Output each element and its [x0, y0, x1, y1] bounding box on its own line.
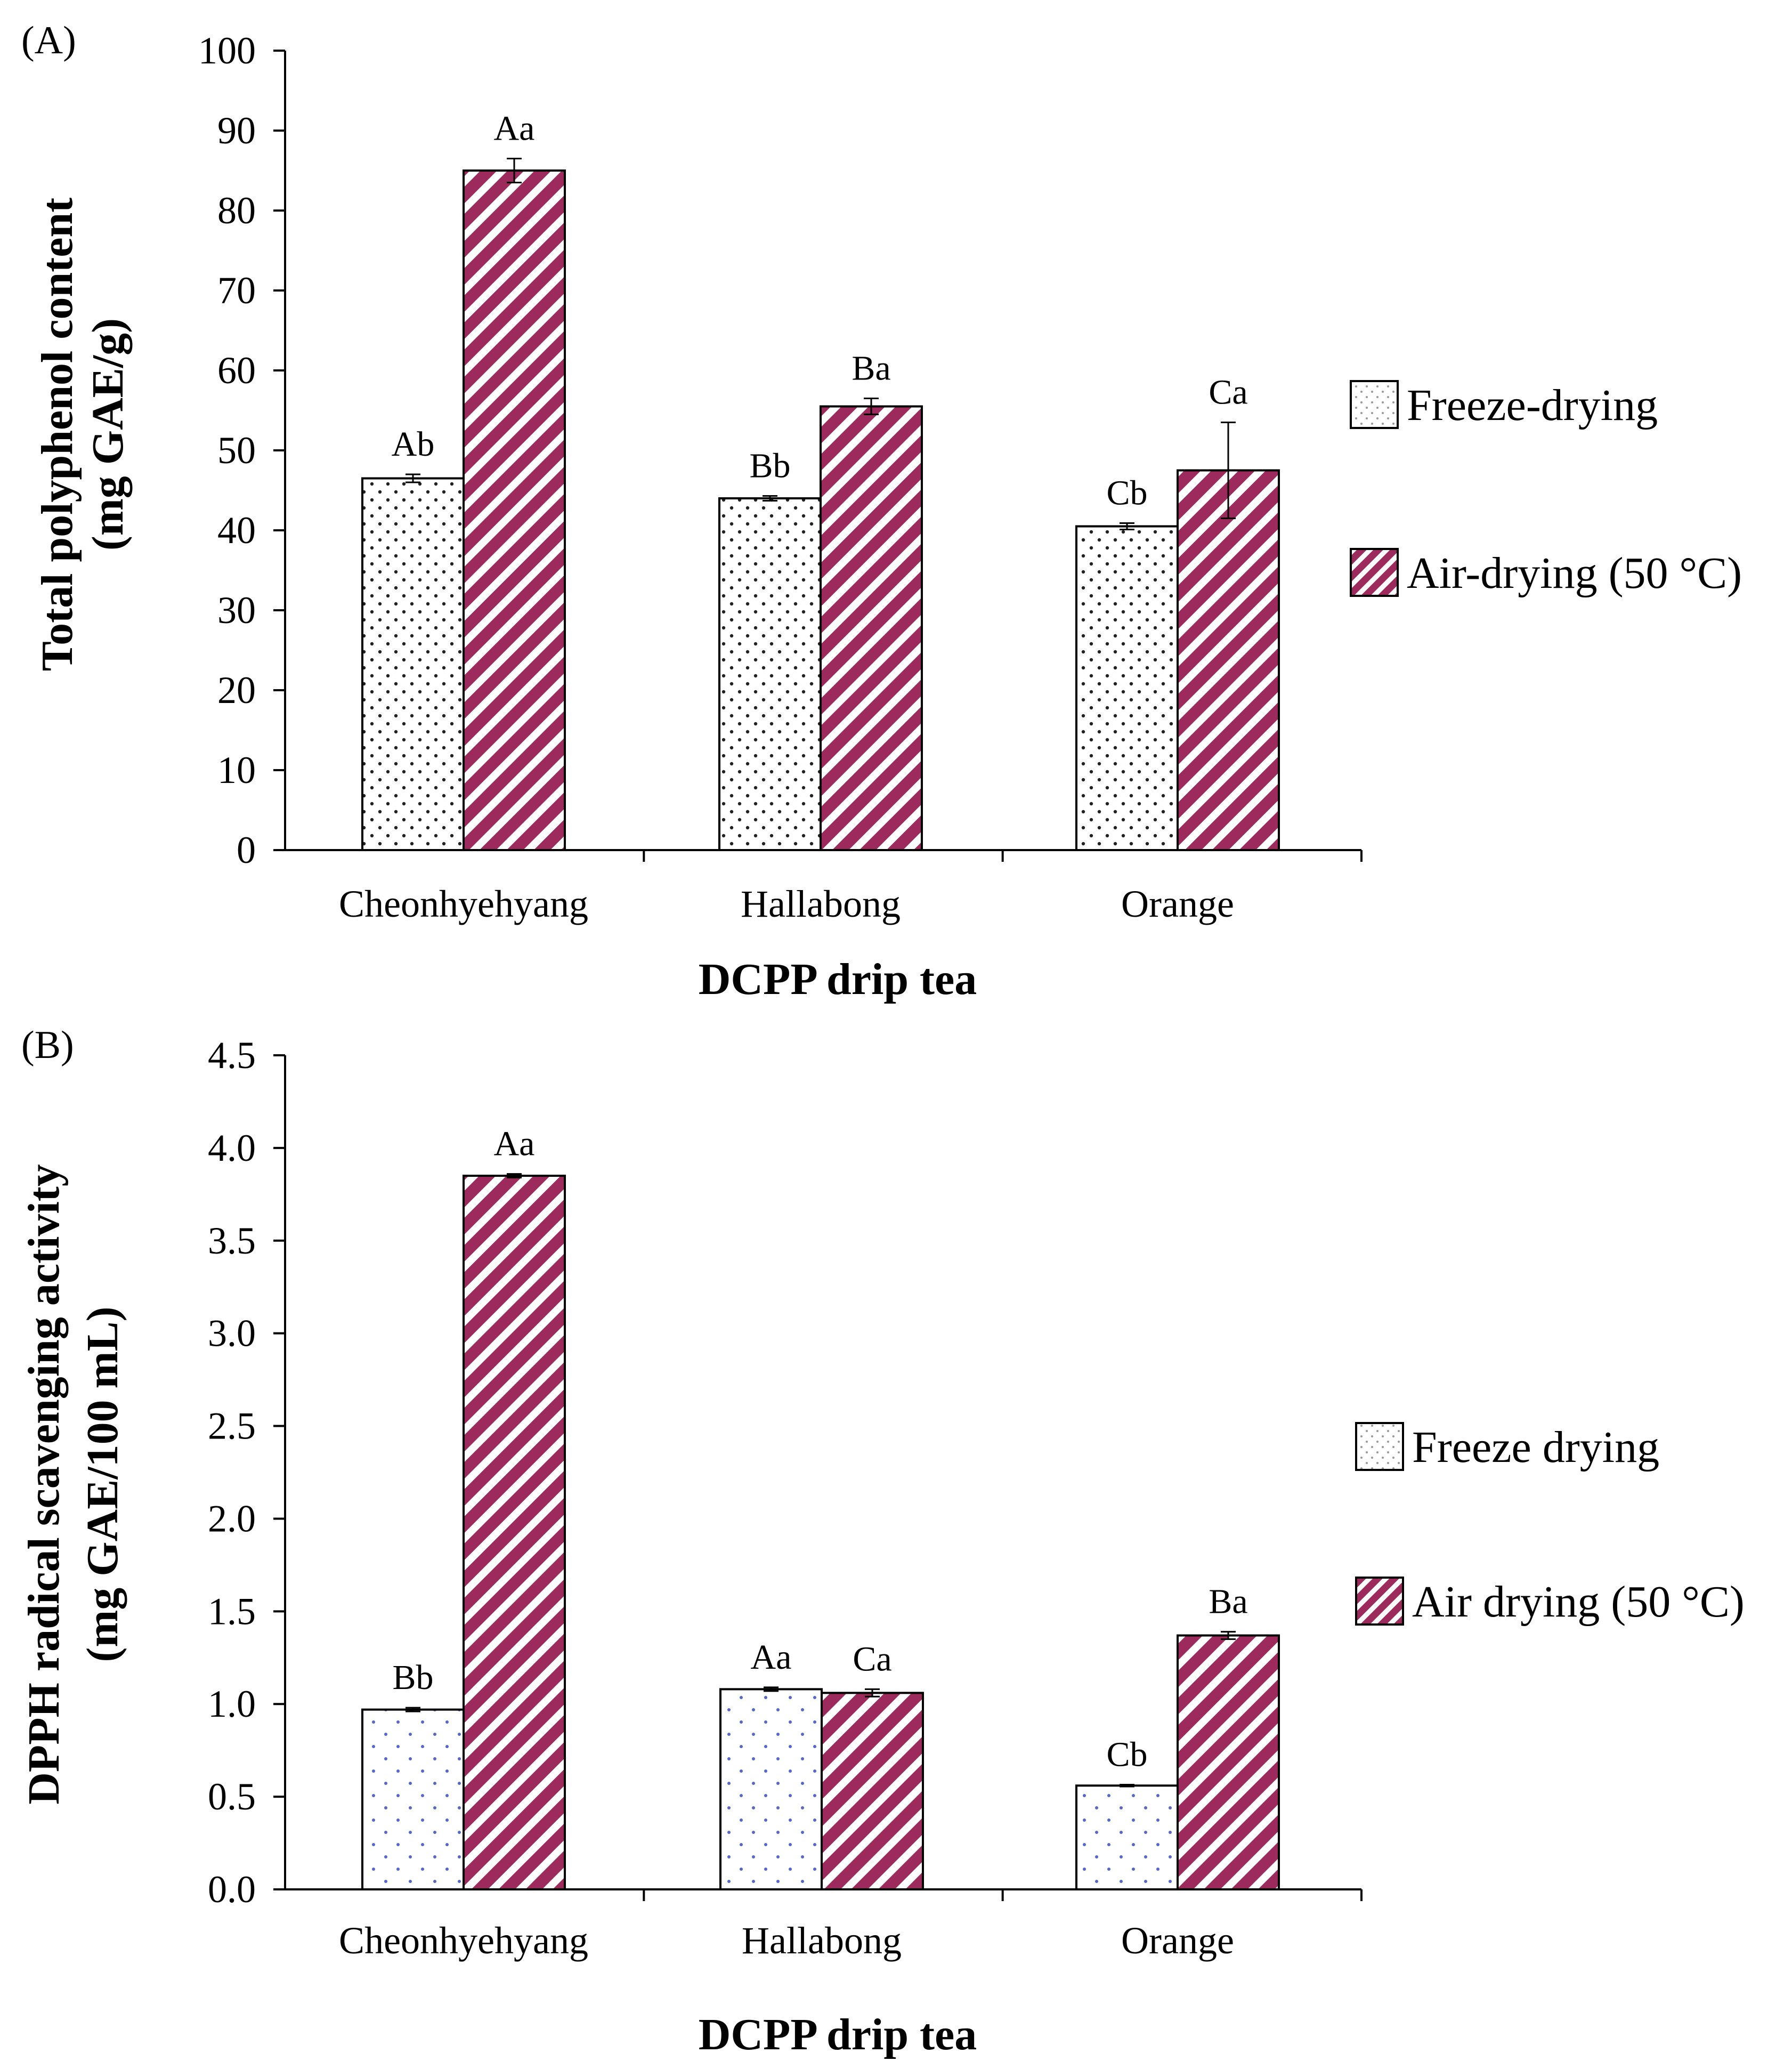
significance-label: Cb [1106, 1735, 1147, 1774]
x-ticks: Cheonhyehyang Hallabong Orange [339, 850, 1363, 925]
y-tick-label: 2.5 [208, 1405, 256, 1448]
y-tick-label: 0.5 [208, 1775, 256, 1818]
legend-label-air: Air-drying (50 °C) [1407, 548, 1742, 598]
y-tick-label: 0.0 [208, 1868, 256, 1911]
y-axis-unit: (mg GAE/100 mL) [78, 1306, 127, 1662]
bars: Bb Aa Cb Aa Ca Ba [361, 1125, 1280, 1891]
x-tick-label: Cheonhyehyang [339, 883, 588, 925]
bar [719, 1688, 823, 1890]
bar [361, 1708, 465, 1890]
bar [820, 405, 923, 851]
chart-panel-b: (B) DPPH radical scavenging activity (mg… [19, 1023, 1745, 2059]
significance-label: Ab [392, 425, 435, 464]
y-tick-label: 60 [217, 349, 256, 392]
legend-swatch-air [1355, 1577, 1404, 1626]
y-axis-label: Total polyphenol content [33, 198, 82, 671]
y-ticks: 0 10 20 30 40 50 60 70 80 90 100 [198, 29, 285, 871]
y-tick-label: 40 [217, 509, 256, 552]
y-tick-label: 4.5 [208, 1034, 256, 1077]
y-tick-label: 50 [217, 429, 256, 472]
bars: Ab Bb Cb Aa Ba Ca [361, 109, 1280, 851]
error-bar [1120, 1784, 1134, 1788]
error-bar [406, 473, 420, 483]
legend-label-freeze: Freeze drying [1412, 1423, 1659, 1472]
significance-label: Ba [852, 349, 890, 388]
significance-label: Ca [1209, 373, 1247, 412]
legend-label-air: Air drying (50 °C) [1412, 1577, 1745, 1627]
y-tick-label: 80 [217, 189, 256, 232]
significance-label: Bb [392, 1658, 433, 1697]
x-tick-label: Cheonhyehyang [339, 1919, 588, 1962]
y-tick-label: 0 [237, 829, 256, 871]
bar [463, 169, 566, 851]
y-tick-label: 10 [217, 749, 256, 791]
y-axis-title: Total polyphenol content (mg GAE/g) [33, 198, 133, 671]
bar [718, 497, 822, 851]
bar [821, 1692, 924, 1890]
y-tick-label: 2.0 [208, 1497, 256, 1540]
x-ticks: Cheonhyehyang Hallabong Orange [339, 1889, 1363, 1962]
significance-label: Bb [749, 447, 790, 486]
error-bar [864, 398, 879, 415]
y-axis-title: DPPH radical scavenging activity (mg GAE… [19, 1164, 127, 1805]
y-tick-label: 30 [217, 589, 256, 632]
x-axis-label: DCPP drip tea [699, 955, 977, 1004]
y-tick-label: 3.0 [208, 1312, 256, 1355]
significance-label: Ba [1209, 1582, 1247, 1621]
legend: Freeze drying Air drying (50 °C) [1355, 1422, 1745, 1627]
y-tick-label: 20 [217, 669, 256, 712]
error-bar [1221, 422, 1236, 519]
x-tick-label: Hallabong [742, 1919, 902, 1962]
x-axis-label: DCPP drip tea [699, 2010, 977, 2059]
error-bar [406, 1707, 420, 1712]
y-tick-label: 4.0 [208, 1127, 256, 1169]
significance-label: Aa [494, 1125, 535, 1163]
axes [284, 1055, 1361, 1890]
y-tick-label: 90 [217, 109, 256, 152]
panel-label: (B) [21, 1023, 74, 1067]
bar [1075, 525, 1179, 851]
significance-label: Cb [1106, 474, 1147, 513]
error-bar [507, 158, 522, 183]
chart-panel-a: (A) Total polyphenol content (mg GAE/g) … [21, 19, 1742, 1004]
legend-swatch-freeze [1355, 1422, 1404, 1471]
bar [463, 1175, 566, 1891]
y-tick-label: 70 [217, 269, 256, 312]
error-bar [764, 1686, 779, 1692]
axes [284, 51, 1361, 851]
bar [1177, 469, 1280, 851]
x-tick-label: Orange [1121, 883, 1234, 925]
y-tick-label: 3.5 [208, 1219, 256, 1262]
y-axis-unit: (mg GAE/g) [83, 318, 133, 551]
y-axis-label: DPPH radical scavenging activity [19, 1164, 69, 1805]
y-ticks: 0.0 0.5 1.0 1.5 2.0 2.5 3.0 3.5 4.0 4.5 [208, 1034, 285, 1911]
x-tick-label: Orange [1121, 1919, 1234, 1962]
error-bar [865, 1688, 880, 1698]
error-bar [507, 1173, 522, 1179]
y-tick-label: 1.0 [208, 1683, 256, 1725]
bar [1075, 1784, 1179, 1890]
legend: Freeze-drying Air-drying (50 °C) [1350, 380, 1742, 598]
legend-label-freeze: Freeze-drying [1407, 381, 1658, 430]
bar [361, 477, 465, 851]
significance-label: Aa [751, 1638, 792, 1677]
y-tick-label: 1.5 [208, 1590, 256, 1632]
error-bar [1221, 1631, 1236, 1640]
y-tick-label: 100 [198, 29, 256, 72]
significance-label: Aa [494, 109, 535, 148]
significance-label: Ca [853, 1639, 891, 1678]
legend-swatch-air [1350, 548, 1399, 597]
legend-swatch-freeze [1350, 380, 1399, 429]
x-tick-label: Hallabong [741, 883, 901, 925]
panel-label: (A) [21, 19, 76, 62]
error-bar [763, 495, 777, 502]
error-bar [1120, 522, 1134, 530]
bar [1177, 1634, 1280, 1890]
